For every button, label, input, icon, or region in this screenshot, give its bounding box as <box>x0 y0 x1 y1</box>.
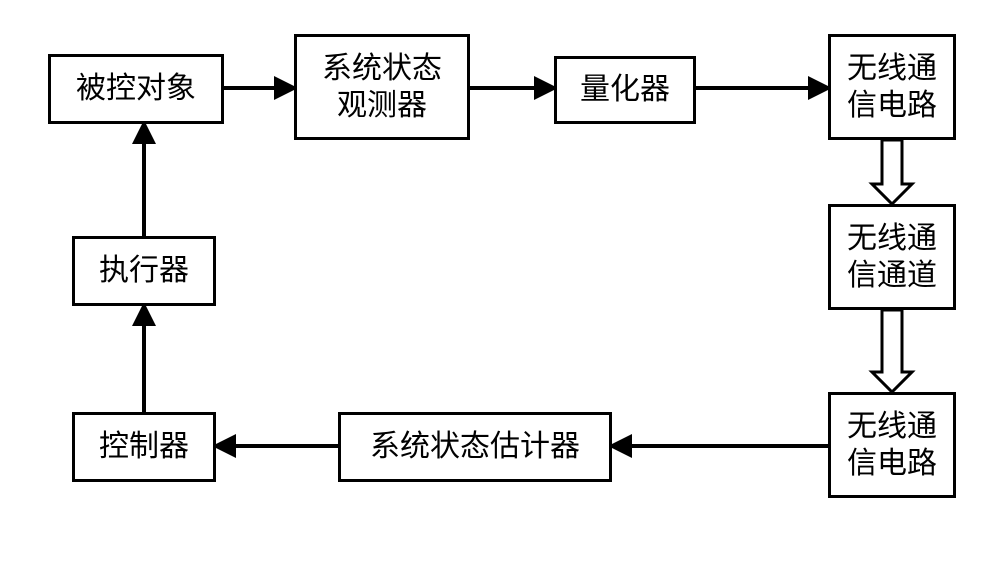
node-wcircuit1: 无线通 信电路 <box>828 34 956 140</box>
node-actuator: 执行器 <box>72 236 216 306</box>
node-wcircuit2: 无线通 信电路 <box>828 392 956 498</box>
node-label: 无线通 信电路 <box>847 50 937 125</box>
flowchart-diagram: 被控对象系统状态 观测器量化器无线通 信电路无线通 信通道无线通 信电路系统状态… <box>0 0 1000 576</box>
node-wchannel: 无线通 信通道 <box>828 204 956 310</box>
node-label: 控制器 <box>99 428 189 466</box>
node-label: 系统状态估计器 <box>370 428 580 466</box>
node-label: 执行器 <box>99 252 189 290</box>
node-label: 无线通 信电路 <box>847 408 937 483</box>
node-label: 无线通 信通道 <box>847 220 937 295</box>
node-controller: 控制器 <box>72 412 216 482</box>
edge-wchannel-wcircuit2 <box>872 310 912 392</box>
node-label: 系统状态 观测器 <box>322 50 442 125</box>
node-observer: 系统状态 观测器 <box>294 34 470 140</box>
node-quantizer: 量化器 <box>554 56 696 124</box>
node-plant: 被控对象 <box>48 54 224 124</box>
edge-wcircuit1-wchannel <box>872 140 912 204</box>
node-label: 被控对象 <box>76 70 196 108</box>
node-estimator: 系统状态估计器 <box>338 412 612 482</box>
node-label: 量化器 <box>580 71 670 109</box>
